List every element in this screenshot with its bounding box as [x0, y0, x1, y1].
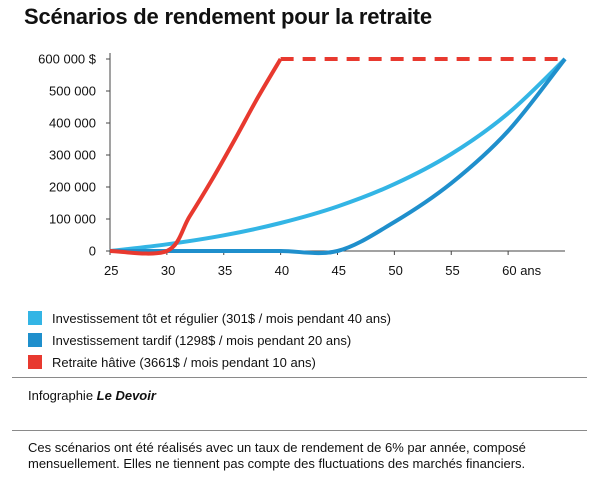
legend-swatch [28, 355, 42, 369]
legend-item: Retraite hâtive (3661$ / mois pendant 10… [28, 351, 391, 373]
x-tick-label: 25 [104, 263, 118, 278]
divider-bottom [12, 430, 587, 431]
y-tick-label: 100 000 [49, 212, 96, 227]
methodology-note: Ces scénarios ont été réalisés avec un t… [28, 440, 526, 471]
ticks-layer: 0 100 000 200 000 300 000 400 000 500 000 600 … [38, 52, 542, 279]
legend-swatch [28, 333, 42, 347]
y-tick-label: 600 000 $ [38, 52, 97, 67]
y-tick-label: 200 000 [49, 180, 96, 195]
x-tick-label: 45 [332, 263, 346, 278]
x-tick-label: 35 [218, 263, 232, 278]
x-tick-label: 60 ans [502, 263, 542, 278]
credit-source: Le Devoir [96, 388, 156, 403]
x-tick-label: 30 [161, 263, 175, 278]
x-tick-label: 40 [275, 263, 289, 278]
series-early-regular-line [109, 57, 567, 253]
credit: Infographie Le Devoir [28, 388, 156, 403]
legend-label: Investissement tôt et régulier (301$ / m… [52, 310, 391, 326]
legend-item: Investissement tardif (1298$ / mois pend… [28, 329, 391, 351]
legend-item: Investissement tôt et régulier (301$ / m… [28, 307, 391, 329]
chart-svg: 0 100 000 200 000 300 000 400 000 500 000 600 … [38, 52, 567, 279]
y-tick-label: 400 000 [49, 116, 96, 131]
chart-title: Scénarios de rendement pour la retraite [24, 4, 432, 29]
axes-layer [106, 53, 565, 255]
legend-label: Investissement tardif (1298$ / mois pend… [52, 332, 352, 348]
x-tick-label: 50 [388, 263, 402, 278]
divider-top [12, 377, 587, 378]
credit-prefix: Infographie [28, 388, 97, 403]
series-late-line [110, 57, 567, 256]
legend: Investissement tôt et régulier (301$ / m… [28, 307, 391, 373]
series-early-retirement-line [109, 57, 283, 256]
lines-layer [109, 57, 567, 256]
y-tick-label: 500 000 [49, 84, 96, 99]
legend-swatch [28, 311, 42, 325]
y-tick-label: 300 000 [49, 148, 96, 163]
y-tick-label: 0 [89, 244, 96, 259]
x-tick-label: 55 [445, 263, 459, 278]
legend-label: Retraite hâtive (3661$ / mois pendant 10… [52, 354, 316, 370]
